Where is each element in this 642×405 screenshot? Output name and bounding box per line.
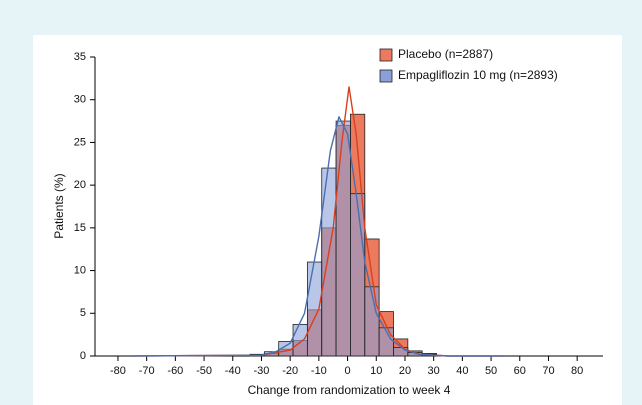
x-tick-label: 40 bbox=[456, 365, 468, 377]
y-tick-label: 10 bbox=[74, 264, 86, 276]
y-tick-label: 25 bbox=[74, 136, 86, 148]
y-axis-title: Patients (%) bbox=[52, 173, 66, 238]
x-tick-label: -50 bbox=[196, 365, 212, 377]
y-tick-label: 35 bbox=[74, 51, 86, 63]
histogram-bar bbox=[350, 193, 366, 357]
legend-label: Empagliflozin 10 mg (n=2893) bbox=[398, 68, 558, 82]
x-tick-label: -80 bbox=[110, 365, 126, 377]
x-tick-label: 30 bbox=[428, 365, 440, 377]
legend-label: Placebo (n=2887) bbox=[398, 47, 493, 61]
legend-swatch bbox=[379, 48, 393, 62]
x-tick-label: 50 bbox=[485, 365, 497, 377]
x-axis-title: Change from randomization to week 4 bbox=[248, 383, 451, 397]
y-tick-label: 30 bbox=[74, 94, 86, 106]
x-tick-label: 10 bbox=[370, 365, 382, 377]
y-tick-label: 15 bbox=[74, 222, 86, 234]
x-tick-label: -10 bbox=[311, 365, 327, 377]
x-tick-label: -30 bbox=[254, 365, 270, 377]
x-tick-label: -20 bbox=[282, 365, 298, 377]
y-tick-label: 20 bbox=[74, 179, 86, 191]
histogram-bar bbox=[306, 261, 323, 357]
y-tick-label: 0 bbox=[80, 350, 86, 362]
x-tick-label: 60 bbox=[514, 365, 526, 377]
x-tick-label: 0 bbox=[345, 365, 351, 377]
x-tick-label: -60 bbox=[167, 365, 183, 377]
y-tick-label: 5 bbox=[80, 307, 86, 319]
x-tick-label: -40 bbox=[225, 365, 241, 377]
histogram-bar bbox=[292, 323, 308, 357]
histogram-bar bbox=[335, 120, 351, 357]
legend-swatch bbox=[379, 69, 393, 83]
x-tick-label: 20 bbox=[399, 365, 411, 377]
density-curve bbox=[132, 116, 506, 357]
x-tick-label: 70 bbox=[542, 365, 554, 377]
x-tick-label: -70 bbox=[139, 365, 155, 377]
x-tick-label: 80 bbox=[571, 365, 583, 377]
